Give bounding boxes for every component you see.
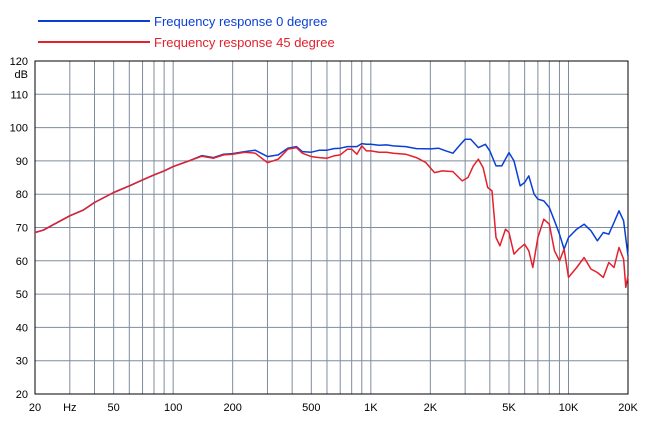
y-tick-label: 70 bbox=[16, 223, 28, 235]
y-tick-label: 120 bbox=[10, 56, 28, 68]
x-tick-label: 5K bbox=[502, 402, 516, 414]
x-tick-label: 200 bbox=[223, 402, 241, 414]
y-tick-label: 20 bbox=[16, 389, 28, 401]
y-axis-tick-labels: 20 30 40 50 60 70 80 90 100 110 120 bbox=[10, 56, 28, 401]
y-tick-label: 50 bbox=[16, 289, 28, 301]
x-tick-label: 50 bbox=[108, 402, 120, 414]
grid-lines bbox=[34, 60, 629, 395]
x-tick-label: 20K bbox=[618, 402, 638, 414]
series-line-2 bbox=[34, 145, 629, 289]
x-tick-label: 1K bbox=[364, 402, 378, 414]
series-layer bbox=[34, 138, 629, 289]
x-axis-tick-labels: 20 Hz 50 100 200 500 1K 2K 5K 10K 20K bbox=[29, 402, 639, 414]
y-tick-label: 100 bbox=[10, 123, 28, 135]
legend: Frequency response 0 degree Frequency res… bbox=[38, 14, 335, 50]
legend-label-2: Frequency response 45 degree bbox=[154, 35, 335, 50]
x-tick-label: Hz bbox=[63, 402, 76, 414]
y-tick-label: 80 bbox=[16, 189, 28, 201]
x-tick-label: 500 bbox=[302, 402, 320, 414]
y-tick-label: 40 bbox=[16, 322, 28, 334]
y-unit-label: dB bbox=[15, 69, 28, 81]
x-tick-label: 2K bbox=[424, 402, 438, 414]
y-tick-label: 30 bbox=[16, 356, 28, 368]
y-tick-label: 110 bbox=[10, 89, 28, 101]
y-tick-label: 60 bbox=[16, 256, 28, 268]
x-tick-label: 20 bbox=[29, 402, 41, 414]
legend-label-1: Frequency response 0 degree bbox=[154, 14, 327, 29]
plot-frame bbox=[34, 60, 629, 395]
x-tick-label: 100 bbox=[164, 402, 182, 414]
y-tick-label: 90 bbox=[16, 156, 28, 168]
x-tick-label: 10K bbox=[559, 402, 579, 414]
